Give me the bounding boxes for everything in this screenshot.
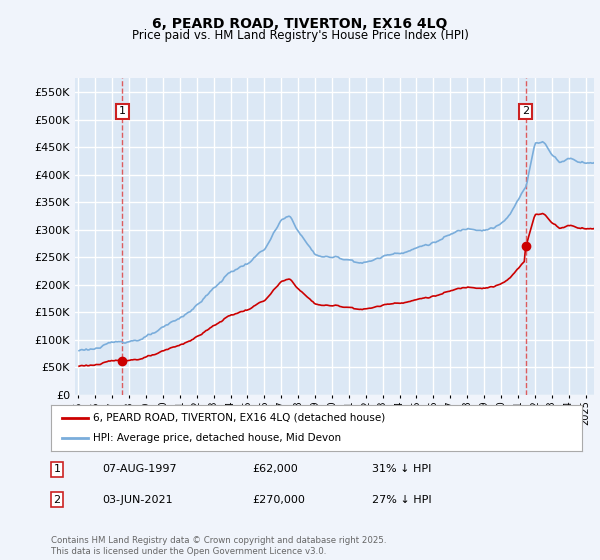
- Text: 6, PEARD ROAD, TIVERTON, EX16 4LQ: 6, PEARD ROAD, TIVERTON, EX16 4LQ: [152, 17, 448, 31]
- Text: 31% ↓ HPI: 31% ↓ HPI: [372, 464, 431, 474]
- Text: 2: 2: [522, 106, 529, 116]
- Text: 03-JUN-2021: 03-JUN-2021: [102, 494, 173, 505]
- Text: 07-AUG-1997: 07-AUG-1997: [102, 464, 176, 474]
- Text: Contains HM Land Registry data © Crown copyright and database right 2025.
This d: Contains HM Land Registry data © Crown c…: [51, 536, 386, 556]
- Text: 1: 1: [53, 464, 61, 474]
- Text: £62,000: £62,000: [252, 464, 298, 474]
- Text: HPI: Average price, detached house, Mid Devon: HPI: Average price, detached house, Mid …: [94, 433, 341, 443]
- Text: £270,000: £270,000: [252, 494, 305, 505]
- Text: 6, PEARD ROAD, TIVERTON, EX16 4LQ (detached house): 6, PEARD ROAD, TIVERTON, EX16 4LQ (detac…: [94, 413, 386, 423]
- Text: Price paid vs. HM Land Registry's House Price Index (HPI): Price paid vs. HM Land Registry's House …: [131, 29, 469, 42]
- Text: 2: 2: [53, 494, 61, 505]
- Text: 1: 1: [119, 106, 126, 116]
- Text: 27% ↓ HPI: 27% ↓ HPI: [372, 494, 431, 505]
